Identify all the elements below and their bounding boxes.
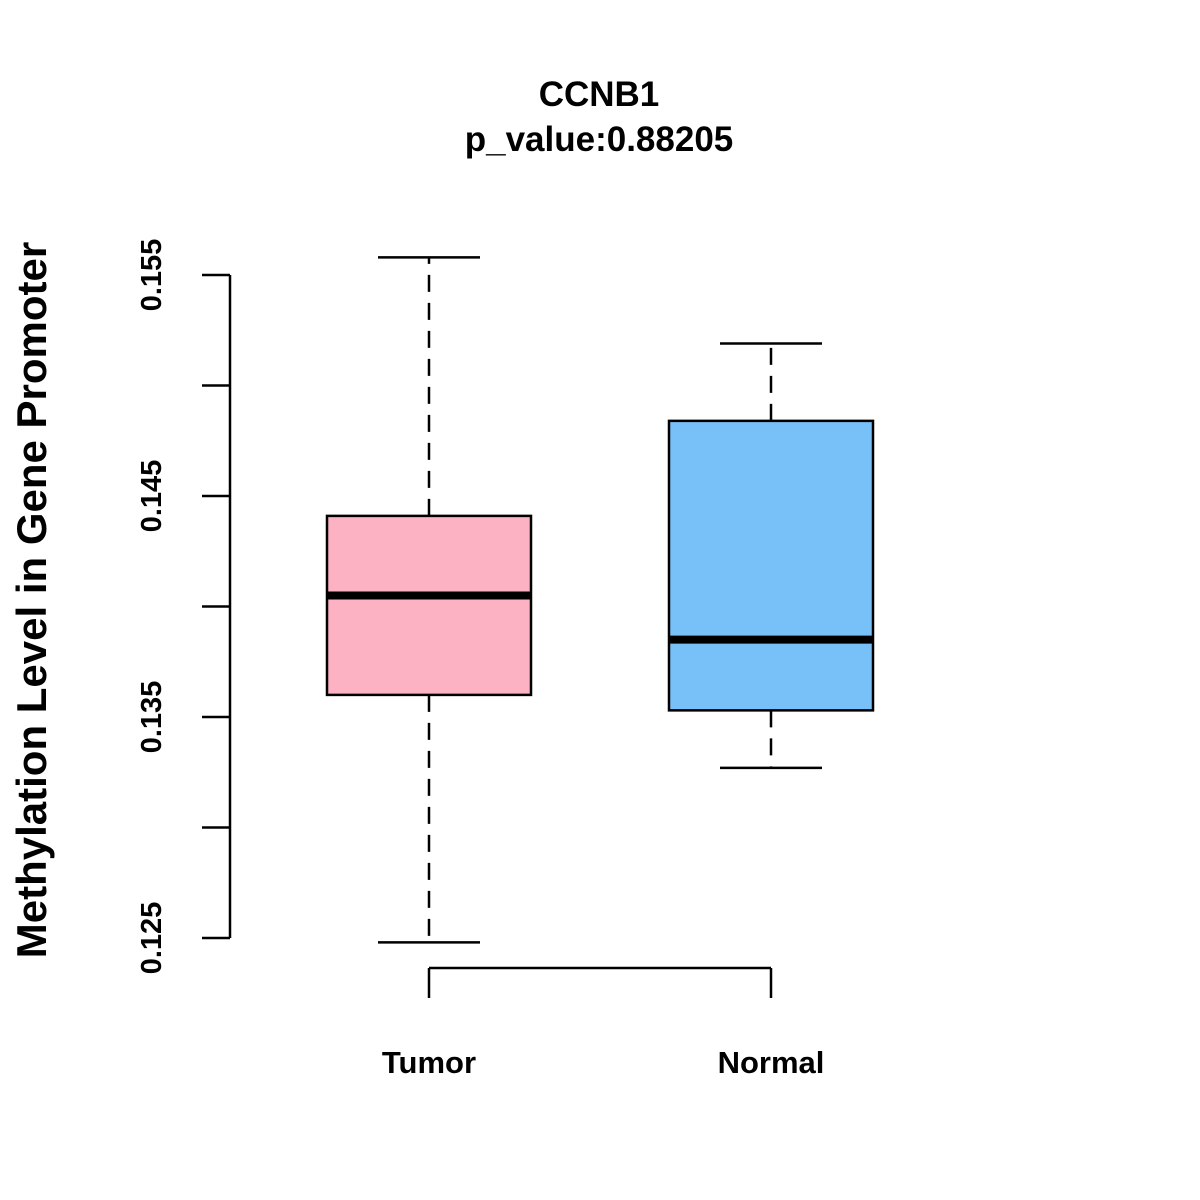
y-tick-label: 0.125 — [136, 902, 168, 975]
box-tumor — [325, 256, 533, 944]
y-tick-label: 0.155 — [136, 239, 168, 312]
boxes — [325, 256, 875, 944]
box-normal — [667, 342, 875, 770]
x-axis: Tumor Normal — [382, 966, 825, 1080]
x-tick-label-tumor: Tumor — [382, 1045, 476, 1080]
iqr-box — [667, 419, 875, 712]
iqr-box — [325, 514, 533, 697]
y-axis: 0.125 0.135 0.145 0.155 — [136, 239, 232, 975]
chart-subtitle: p_value:0.88205 — [465, 120, 734, 159]
y-tick-label: 0.135 — [136, 681, 168, 754]
x-tick-label-normal: Normal — [718, 1045, 825, 1080]
y-tick-label: 0.145 — [136, 460, 168, 533]
y-axis-label: Methylation Level in Gene Promoter — [8, 242, 55, 958]
chart-title: CCNB1 — [539, 75, 660, 114]
